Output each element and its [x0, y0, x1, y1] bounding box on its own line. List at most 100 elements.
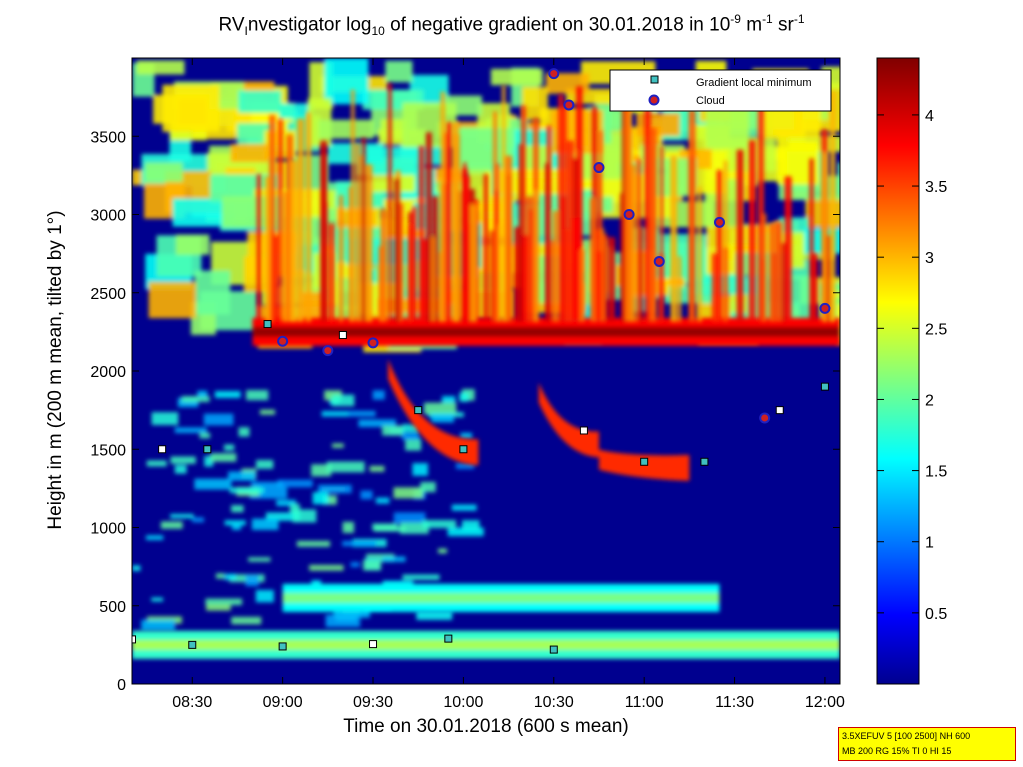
aerosol-streak [204, 455, 214, 467]
plume [558, 94, 564, 322]
aerosol-streak [197, 390, 208, 397]
aerosol-streak [420, 481, 436, 493]
x-tick-label: 11:00 [625, 694, 664, 711]
aerosol-patch [238, 90, 282, 113]
aerosol-streak [276, 499, 296, 507]
aerosol-patch [837, 162, 840, 194]
plume [412, 206, 417, 322]
aerosol-streak [231, 505, 244, 513]
aerosol-streak [177, 397, 199, 408]
aerosol-patch [636, 113, 680, 136]
plume [576, 86, 583, 322]
plume [297, 118, 304, 322]
y-tick-label: 2000 [90, 364, 126, 381]
aerosol-streak [251, 481, 283, 488]
x-tick-label: 08:30 [172, 694, 212, 711]
plume [822, 152, 827, 322]
aerosol-patch [706, 105, 749, 149]
plume [388, 83, 392, 322]
gradient-minimum-marker [775, 406, 784, 415]
plume [608, 237, 616, 322]
aerosol-streak [238, 427, 250, 437]
gradient-minimum-marker [132, 635, 136, 644]
aerosol-streak [333, 608, 371, 618]
plume [762, 213, 767, 322]
aerosol-streak [203, 413, 234, 426]
aerosol-streak [399, 522, 429, 534]
cloud-marker [819, 302, 831, 314]
plume [380, 210, 387, 322]
cloud-marker [653, 255, 665, 267]
plume [501, 85, 506, 322]
plume [398, 203, 404, 322]
plume [545, 163, 550, 322]
cloud-marker [367, 337, 379, 349]
aerosol-streak [459, 392, 469, 402]
plume [461, 168, 468, 322]
plume [430, 236, 435, 322]
layer-band [252, 317, 840, 346]
plume [465, 176, 470, 322]
plume [355, 143, 360, 322]
plume [781, 243, 786, 322]
plume [269, 115, 276, 322]
aerosol-streak [151, 597, 164, 602]
cloud-marker [713, 216, 725, 228]
aerosol-streak [205, 598, 243, 606]
chart-title: RVInvestigator log10 of negative gradien… [218, 12, 805, 39]
plume [620, 193, 626, 322]
aerosol-streak [401, 432, 420, 440]
plume [408, 223, 413, 322]
colorbar-tick-label: 2.5 [925, 321, 947, 338]
aerosol-streak [363, 559, 382, 571]
aerosol-streak [224, 520, 246, 526]
aerosol-streak [360, 490, 373, 500]
aerosol-streak [460, 432, 473, 439]
aerosol-streak [228, 471, 256, 481]
info-line-2: MB 200 RG 15% TI 0 HI 15 [842, 746, 952, 756]
gradient-minimum-marker [369, 640, 378, 649]
aerosol-streak [405, 438, 422, 451]
plume [328, 223, 335, 322]
plume [273, 235, 278, 322]
colorbar-tick-label: 3 [925, 250, 934, 267]
plume [711, 253, 719, 322]
aerosol-patch [175, 234, 210, 255]
gradient-minimum-marker [188, 640, 197, 649]
aerosol-streak [174, 427, 207, 433]
plume [505, 155, 512, 322]
aerosol-streak [348, 410, 376, 417]
plume [470, 204, 476, 322]
x-axis-label: Time on 30.01.2018 (600 s mean) [343, 716, 629, 737]
aerosol-patch [136, 60, 185, 75]
gradient-minimum-marker [549, 645, 558, 654]
aerosol-streak [265, 512, 300, 521]
convective-plumes [256, 83, 836, 322]
gradient-minimum-marker [700, 457, 709, 466]
aerosol-patch [144, 162, 183, 182]
plume [812, 253, 818, 322]
aerosol-patch [490, 68, 543, 86]
aerosol-streak [141, 619, 176, 631]
aerosol-streak [381, 556, 406, 562]
plume [603, 233, 608, 322]
cloud-marker [277, 335, 289, 347]
colorbar: 0.5 1 1.5 2 2.5 3 3.5 4 [876, 57, 947, 685]
aerosol-streak [393, 487, 424, 499]
plume [567, 140, 574, 322]
plume [563, 105, 567, 322]
aerosol-streak [296, 540, 331, 547]
plume [361, 137, 366, 322]
aerosol-streak [393, 512, 426, 524]
plume [596, 251, 602, 322]
aerosol-streak [309, 564, 344, 571]
aerosol-streak [447, 527, 484, 537]
aerosol-streak [160, 521, 183, 529]
plume [670, 155, 677, 322]
plume [774, 221, 782, 322]
plume [784, 176, 792, 322]
aerosol-streak [441, 396, 456, 404]
cloud-marker [548, 68, 560, 80]
plume [723, 160, 728, 322]
